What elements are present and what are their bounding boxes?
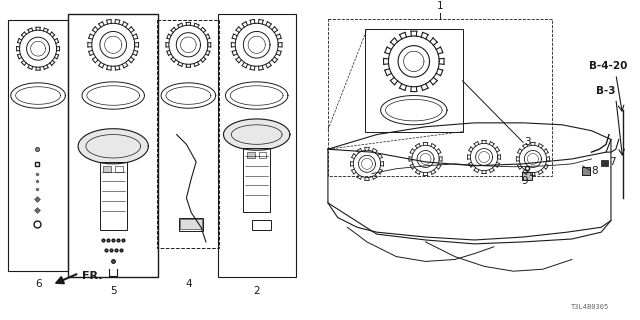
Bar [582, 167, 591, 175]
Bar [68, 13, 158, 277]
Bar [218, 13, 296, 277]
Bar [115, 166, 123, 172]
Text: 2: 2 [253, 286, 260, 296]
Bar [157, 20, 219, 248]
Bar [100, 162, 127, 230]
Bar [179, 218, 203, 231]
Bar [8, 20, 68, 271]
Text: 7: 7 [609, 157, 616, 167]
Text: T3L4B0305: T3L4B0305 [571, 304, 609, 310]
Polygon shape [78, 129, 148, 164]
Text: FR.: FR. [82, 271, 102, 281]
Text: 1: 1 [437, 1, 444, 11]
Bar [259, 152, 266, 158]
Text: 6: 6 [35, 279, 42, 289]
Text: 4: 4 [185, 279, 191, 289]
Text: 3: 3 [524, 137, 531, 148]
Text: 8: 8 [591, 166, 598, 176]
Text: B-3: B-3 [596, 86, 616, 96]
Text: 5: 5 [110, 286, 116, 296]
Bar [180, 220, 202, 229]
Text: 9: 9 [521, 176, 528, 187]
Bar [247, 152, 255, 158]
Bar [328, 20, 552, 176]
Polygon shape [223, 119, 290, 150]
Bar [522, 172, 532, 180]
Bar [365, 29, 463, 132]
Bar [243, 148, 270, 212]
Text: B-4-20: B-4-20 [589, 61, 627, 71]
Bar [601, 160, 608, 166]
Bar [252, 220, 271, 230]
Bar [104, 166, 111, 172]
